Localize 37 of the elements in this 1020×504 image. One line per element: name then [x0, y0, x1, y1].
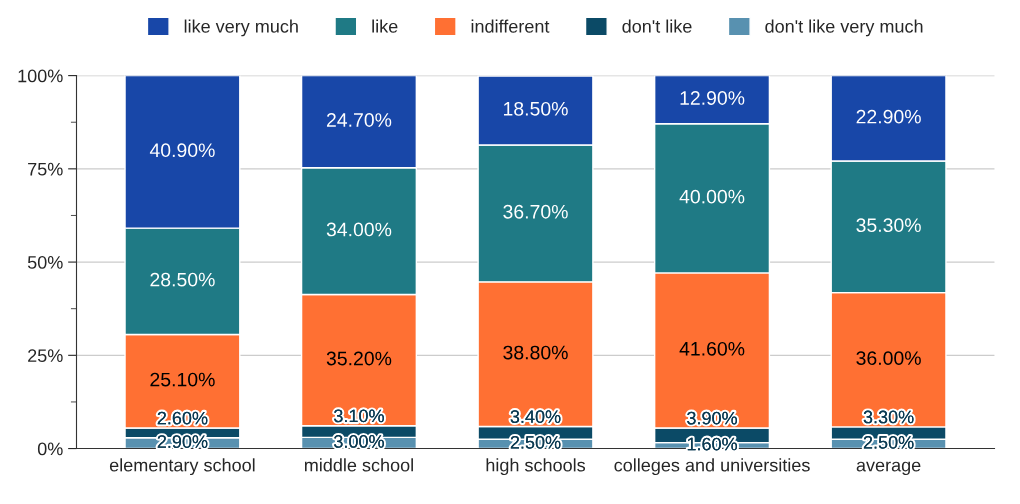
legend-label: indifferent [471, 19, 550, 33]
data-label: 3.40% [510, 410, 561, 423]
data-label: 3.30% [863, 410, 914, 424]
data-label: 35.20% [326, 351, 392, 366]
data-label: 35.30% [856, 218, 921, 233]
data-label: 22.90% [856, 109, 921, 124]
legend-label: like very much [184, 19, 298, 37]
legend-label: like [372, 19, 398, 33]
legend-label: don't like [622, 19, 692, 33]
data-label: 40.90% [149, 143, 215, 158]
data-label: 41.60% [679, 341, 745, 356]
data-label: 25.10% [150, 372, 215, 387]
data-label: 3.90% [687, 411, 737, 425]
data-label: 36.70% [503, 204, 568, 219]
data-label: 28.50% [150, 272, 215, 287]
x-tick-label: elementary school [109, 458, 255, 476]
y-tick-label: 25% [28, 349, 63, 363]
data-label: 34.00% [326, 222, 392, 237]
data-label: 18.50% [504, 101, 568, 116]
data-label: 12.90% [680, 91, 745, 105]
x-tick-label: colleges and universities [614, 458, 810, 476]
data-label: 38.80% [503, 345, 568, 360]
x-tick-label: middle school [304, 458, 413, 472]
y-tick-label: 100% [18, 69, 63, 83]
y-tick-label: 0% [37, 442, 63, 456]
data-label: 24.70% [326, 113, 392, 127]
x-tick-label: average [856, 461, 921, 476]
data-label: 36.00% [856, 351, 921, 366]
data-label: 3.10% [334, 409, 384, 423]
data-label: 40.00% [679, 189, 745, 204]
x-tick-label: high schools [486, 458, 586, 476]
legend-label: don't like very much [765, 19, 923, 37]
data-label: 3.00% [334, 435, 384, 448]
data-label: 2.90% [157, 435, 208, 448]
data-label: 2.60% [157, 411, 208, 425]
y-tick-label: 50% [27, 256, 63, 269]
y-tick-label: 75% [28, 162, 63, 176]
